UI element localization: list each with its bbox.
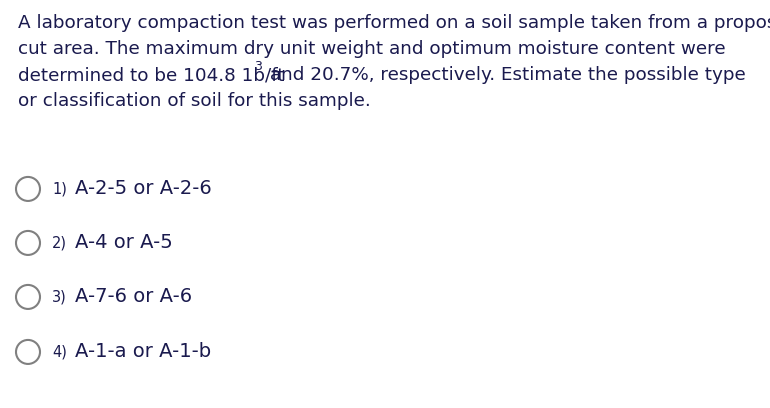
- Text: 1): 1): [52, 182, 67, 196]
- Text: and 20.7%, respectively. Estimate the possible type: and 20.7%, respectively. Estimate the po…: [264, 66, 746, 84]
- Text: A-4 or A-5: A-4 or A-5: [75, 233, 172, 253]
- Text: or classification of soil for this sample.: or classification of soil for this sampl…: [18, 92, 370, 110]
- Text: cut area. The maximum dry unit weight and optimum moisture content were: cut area. The maximum dry unit weight an…: [18, 40, 725, 58]
- Text: determined to be 104.8 1b/ft: determined to be 104.8 1b/ft: [18, 66, 284, 84]
- Text: 3: 3: [254, 60, 262, 73]
- Text: 2): 2): [52, 235, 67, 251]
- Text: A-1-a or A-1-b: A-1-a or A-1-b: [75, 342, 211, 361]
- Text: A-2-5 or A-2-6: A-2-5 or A-2-6: [75, 180, 212, 198]
- Text: 3): 3): [52, 289, 67, 304]
- Text: 4): 4): [52, 344, 67, 359]
- Text: A laboratory compaction test was performed on a soil sample taken from a propose: A laboratory compaction test was perform…: [18, 14, 770, 32]
- Text: A-7-6 or A-6: A-7-6 or A-6: [75, 288, 192, 306]
